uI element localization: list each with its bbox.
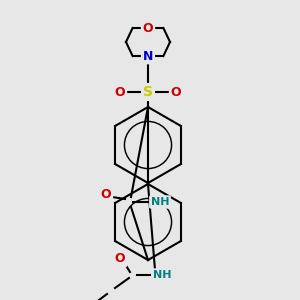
Text: O: O [143,22,153,34]
Text: NH: NH [153,270,171,280]
Text: O: O [171,85,181,98]
Text: S: S [143,85,153,99]
Text: O: O [115,253,125,266]
Text: O: O [101,188,111,200]
Text: NH: NH [151,197,169,207]
Text: O: O [115,85,125,98]
Text: N: N [143,50,153,62]
